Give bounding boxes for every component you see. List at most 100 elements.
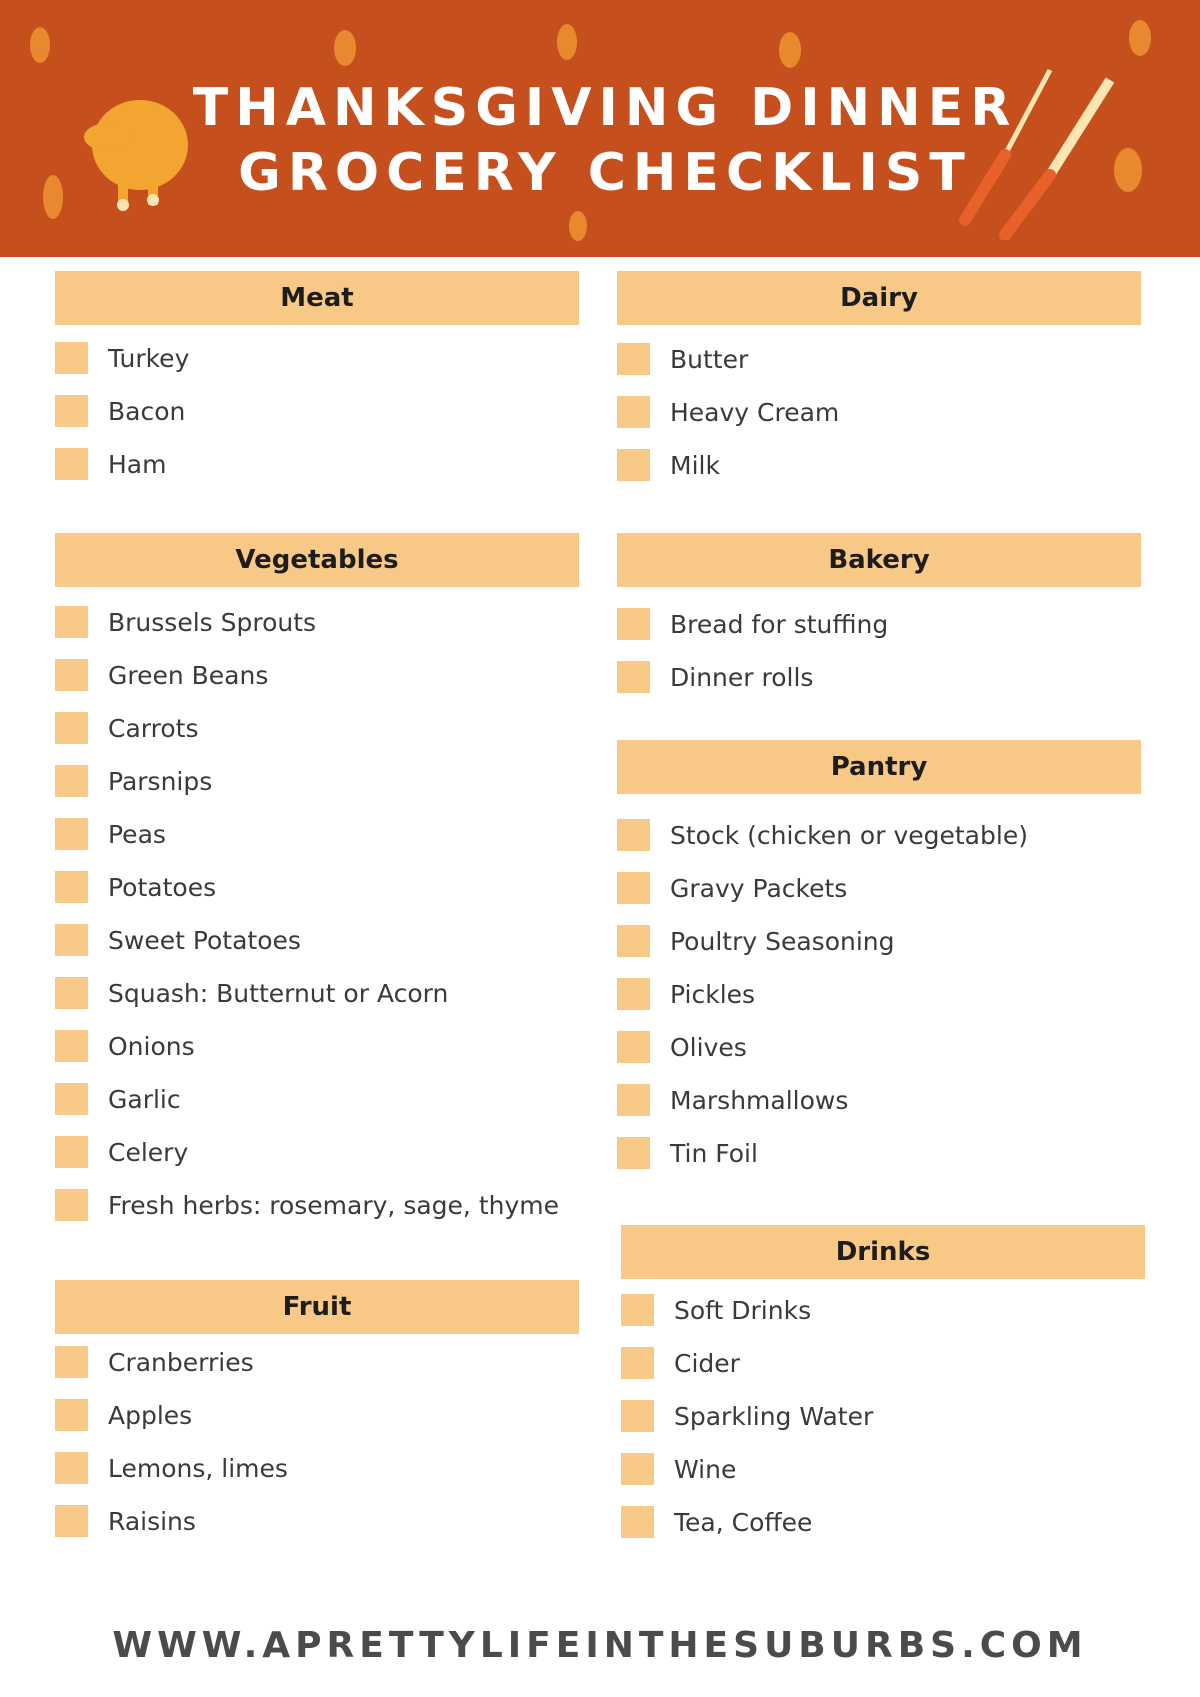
checklist-item[interactable]: Ham	[55, 447, 166, 481]
leaf-icon	[779, 32, 801, 68]
checkbox[interactable]	[55, 1346, 88, 1378]
section-vegetables: Vegetables Brussels Sprouts Green Beans Car…	[55, 533, 579, 1221]
section-header: Meat	[55, 271, 579, 325]
checklist-item[interactable]: Milk	[617, 448, 720, 482]
checkbox[interactable]	[55, 924, 88, 956]
item-label: Poultry Seasoning	[670, 926, 895, 956]
checklist-item[interactable]: Poultry Seasoning	[617, 924, 895, 958]
checkbox[interactable]	[617, 1084, 650, 1116]
checklist-item[interactable]: Brussels Sprouts	[55, 605, 316, 639]
checkbox[interactable]	[55, 1083, 88, 1115]
checkbox[interactable]	[55, 448, 88, 480]
checklist-item[interactable]: Cider	[621, 1346, 740, 1380]
checkbox[interactable]	[55, 977, 88, 1009]
checklist-item[interactable]: Pickles	[617, 977, 755, 1011]
checkbox[interactable]	[617, 449, 650, 481]
checklist-item[interactable]: Marshmallows	[617, 1083, 848, 1117]
section-dairy: Dairy Butter Heavy Cream Milk	[617, 271, 1141, 481]
item-label: Soft Drinks	[674, 1295, 812, 1325]
item-label: Garlic	[108, 1084, 181, 1114]
checklist-item[interactable]: Sparkling Water	[621, 1399, 873, 1433]
section-header: Pantry	[617, 740, 1141, 794]
checkbox[interactable]	[621, 1294, 654, 1326]
checklist-item[interactable]: Fresh herbs: rosemary, sage, thyme	[55, 1188, 559, 1222]
checklist-item[interactable]: Onions	[55, 1029, 195, 1063]
section-header: Vegetables	[55, 533, 579, 587]
checkbox[interactable]	[55, 871, 88, 903]
checklist-item[interactable]: Squash: Butternut or Acorn	[55, 976, 448, 1010]
checkbox[interactable]	[617, 661, 650, 693]
checkbox[interactable]	[55, 1399, 88, 1431]
item-label: Apples	[108, 1400, 193, 1430]
title-line-1: THANKSGIVING DINNER	[192, 78, 1018, 138]
section-fruit: Fruit Cranberries Apples Lemons, limes Raisi…	[55, 1280, 579, 1537]
title-line-2: GROCERY CHECKLIST	[238, 143, 972, 203]
checklist-item[interactable]: Butter	[617, 342, 748, 376]
checkbox[interactable]	[55, 1452, 88, 1484]
checklist-item[interactable]: Raisins	[55, 1504, 196, 1538]
checklist-item[interactable]: Bacon	[55, 394, 185, 428]
item-label: Sweet Potatoes	[108, 925, 301, 955]
checklist-item[interactable]: Turkey	[55, 341, 189, 375]
checkbox[interactable]	[617, 872, 650, 904]
section-header: Drinks	[621, 1225, 1145, 1279]
checklist-item[interactable]: Peas	[55, 817, 166, 851]
checkbox[interactable]	[617, 819, 650, 851]
checklist-item[interactable]: Soft Drinks	[621, 1293, 811, 1327]
checkbox[interactable]	[55, 1136, 88, 1168]
item-label: Green Beans	[108, 660, 269, 690]
item-label: Parsnips	[108, 766, 213, 796]
checkbox[interactable]	[621, 1453, 654, 1485]
checklist-item[interactable]: Garlic	[55, 1082, 181, 1116]
checkbox[interactable]	[617, 925, 650, 957]
checkbox[interactable]	[617, 978, 650, 1010]
checkbox[interactable]	[55, 765, 88, 797]
website-url: WWW.APRETTYLIFEINTHESUBURBS.COM	[112, 1625, 1088, 1666]
checkbox[interactable]	[55, 1189, 88, 1221]
checklist-item[interactable]: Dinner rolls	[617, 660, 813, 694]
checklist-item[interactable]: Heavy Cream	[617, 395, 839, 429]
checklist-item[interactable]: Parsnips	[55, 764, 212, 798]
checklist-item[interactable]: Sweet Potatoes	[55, 923, 301, 957]
checklist-item[interactable]: Stock (chicken or vegetable)	[617, 818, 1028, 852]
checklist-item[interactable]: Tea, Coffee	[621, 1505, 812, 1539]
item-label: Carrots	[108, 713, 199, 743]
checklist-item[interactable]: Celery	[55, 1135, 188, 1169]
checkbox[interactable]	[55, 712, 88, 744]
checklist-item[interactable]: Apples	[55, 1398, 192, 1432]
checkbox[interactable]	[617, 1137, 650, 1169]
item-label: Butter	[670, 344, 749, 374]
checkbox[interactable]	[55, 659, 88, 691]
checkbox[interactable]	[55, 342, 88, 374]
checkbox[interactable]	[621, 1506, 654, 1538]
section-bakery: Bakery Bread for stuffing Dinner rolls	[617, 533, 1141, 693]
item-label: Brussels Sprouts	[108, 607, 317, 637]
checklist-item[interactable]: Cranberries	[55, 1345, 254, 1379]
item-label: Marshmallows	[670, 1085, 849, 1115]
checkbox[interactable]	[55, 1030, 88, 1062]
checkbox[interactable]	[621, 1347, 654, 1379]
checklist-item[interactable]: Bread for stuffing	[617, 607, 888, 641]
checkbox[interactable]	[617, 343, 650, 375]
checkbox[interactable]	[55, 395, 88, 427]
checklist-item[interactable]: Gravy Packets	[617, 871, 847, 905]
checkbox[interactable]	[55, 606, 88, 638]
checklist-item[interactable]: Potatoes	[55, 870, 216, 904]
checkbox[interactable]	[617, 608, 650, 640]
checklist-item[interactable]: Lemons, limes	[55, 1451, 288, 1485]
checklist-item[interactable]: Green Beans	[55, 658, 268, 692]
checkbox[interactable]	[621, 1400, 654, 1432]
item-label: Peas	[108, 819, 166, 849]
checkbox[interactable]	[55, 818, 88, 850]
checklist-item[interactable]: Wine	[621, 1452, 736, 1486]
checkbox[interactable]	[617, 1031, 650, 1063]
checklist-item[interactable]: Olives	[617, 1030, 747, 1064]
checklist-item[interactable]: Carrots	[55, 711, 198, 745]
checkbox[interactable]	[617, 396, 650, 428]
item-label: Cranberries	[108, 1347, 254, 1377]
item-label: Dinner rolls	[670, 662, 814, 692]
checkbox[interactable]	[55, 1505, 88, 1537]
checklist-item[interactable]: Tin Foil	[617, 1136, 758, 1170]
item-label: Raisins	[108, 1506, 196, 1536]
section-header: Fruit	[55, 1280, 579, 1334]
